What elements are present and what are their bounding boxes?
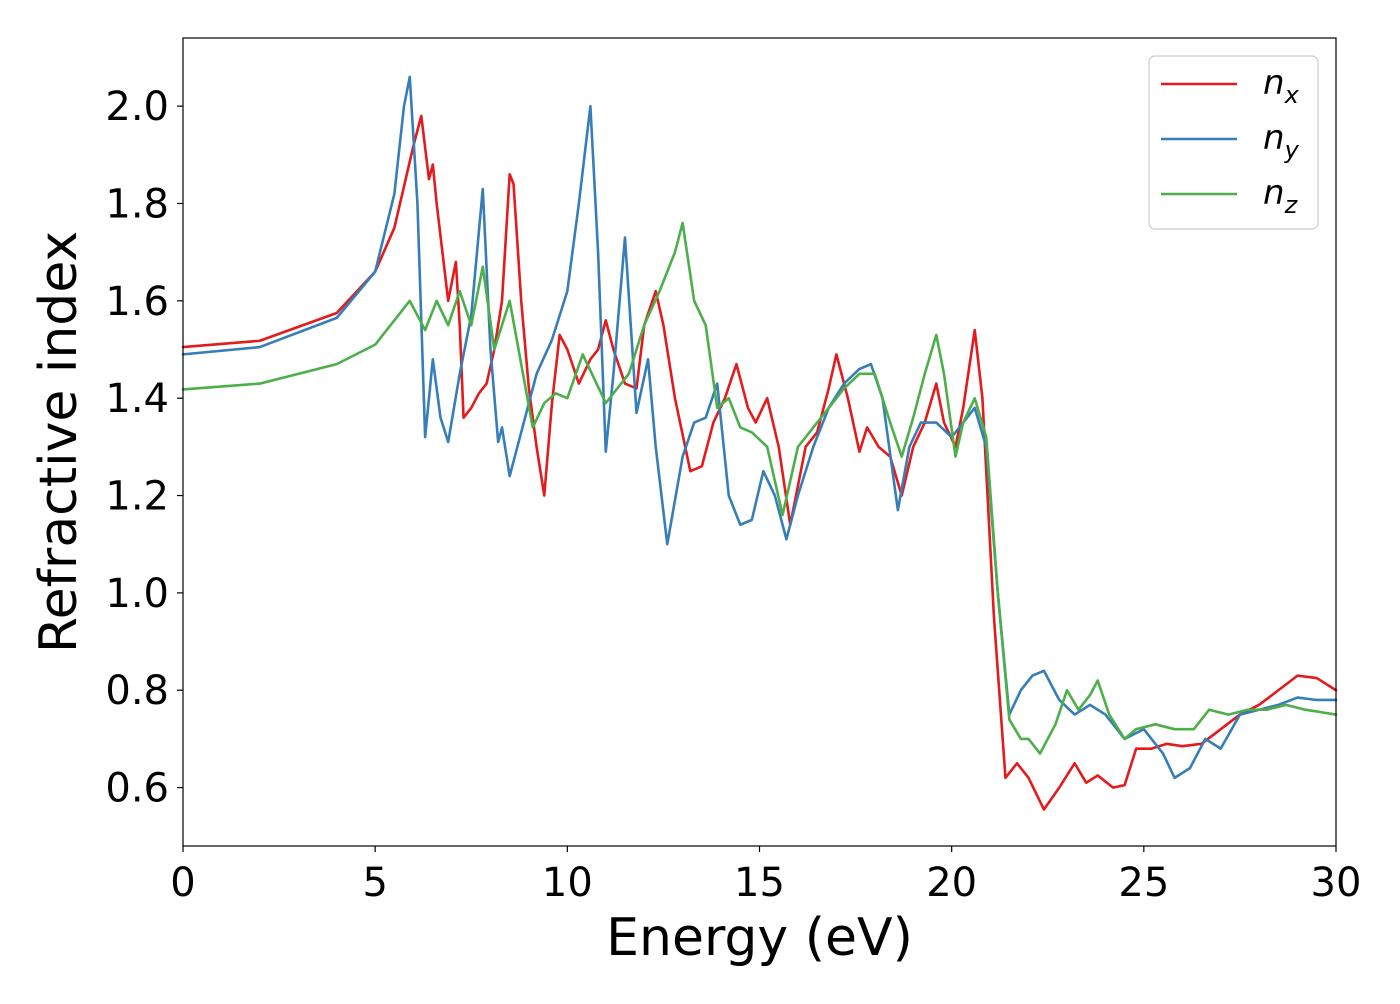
series-layer <box>181 75 1338 811</box>
legend-label-ny: ny <box>1263 118 1300 164</box>
y-axis: 0.6 0.8 1.0 1.2 1.4 1.6 1.8 2.0 <box>105 84 183 812</box>
series-line-nz <box>181 221 1338 755</box>
x-tick-label: 20 <box>926 860 977 906</box>
y-tick-label: 1.6 <box>105 279 169 325</box>
x-tick-label: 15 <box>734 860 785 906</box>
legend: nx ny nz <box>1148 55 1319 230</box>
y-tick-label: 0.6 <box>105 766 169 812</box>
series-line-ny <box>181 75 1338 780</box>
y-tick-label: 0.8 <box>105 668 169 714</box>
legend-label-nx: nx <box>1263 63 1300 109</box>
y-axis-title: Refractive index <box>29 231 89 653</box>
series-line-nx <box>181 114 1338 811</box>
y-tick-label: 2.0 <box>105 84 169 130</box>
x-tick-label: 25 <box>1118 860 1169 906</box>
x-tick-label: 30 <box>1311 860 1362 906</box>
legend-box <box>1148 55 1319 230</box>
legend-entries: nx ny nz <box>1161 63 1300 219</box>
x-tick-label: 0 <box>170 860 195 906</box>
x-axis: 0 5 10 15 20 25 30 <box>170 846 1361 906</box>
legend-label-nz: nz <box>1263 173 1299 219</box>
x-tick-label: 10 <box>542 860 593 906</box>
y-tick-label: 1.4 <box>105 376 169 422</box>
x-tick-label: 5 <box>362 860 387 906</box>
x-axis-title: Energy (eV) <box>606 908 913 968</box>
y-tick-label: 1.2 <box>105 474 169 520</box>
y-tick-label: 1.0 <box>105 571 169 617</box>
y-tick-label: 1.8 <box>105 181 169 227</box>
